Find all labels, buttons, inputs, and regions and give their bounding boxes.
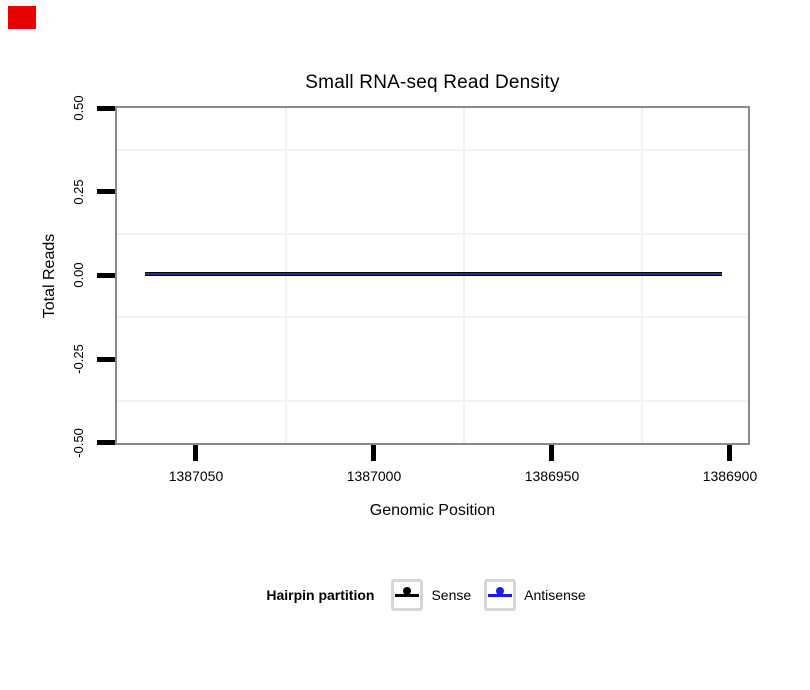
legend-title: Hairpin partition <box>266 587 375 603</box>
x-axis-tick <box>371 445 376 461</box>
x-axis-tick <box>193 445 198 461</box>
y-tick-label: -0.50 <box>71 428 86 458</box>
chart-title: Small RNA-seq Read Density <box>305 72 560 93</box>
legend: Hairpin partition Sense Antisense <box>115 574 750 616</box>
sense-line-icon <box>395 593 420 597</box>
red-corner-marker <box>8 6 36 29</box>
y-axis-title: Total Reads <box>41 233 58 319</box>
gridline-horizontal <box>117 400 748 402</box>
legend-key-antisense <box>484 579 517 611</box>
y-axis-tick <box>97 357 115 362</box>
x-tick-label: 1386950 <box>524 468 580 484</box>
x-axis-title: Genomic Position <box>369 502 496 519</box>
x-tick-label: 1387050 <box>168 468 224 484</box>
y-axis-tick <box>97 440 115 445</box>
y-tick-label: 0.50 <box>71 95 86 121</box>
legend-key-sense <box>391 579 424 611</box>
antisense-point-icon <box>496 587 505 595</box>
legend-label-sense: Sense <box>431 587 472 603</box>
gridline-horizontal <box>117 149 748 151</box>
y-axis-tick <box>97 273 115 278</box>
antisense-line-icon <box>488 593 513 597</box>
series-line-sense <box>145 272 722 276</box>
plot-panel <box>115 106 750 445</box>
x-axis-tick <box>727 445 732 461</box>
x-tick-label: 1386900 <box>702 468 758 484</box>
y-axis-tick <box>97 106 115 111</box>
series-line-antisense <box>145 273 722 275</box>
y-tick-label: -0.25 <box>71 344 86 374</box>
gridline-horizontal <box>117 233 748 235</box>
sense-point-icon <box>403 587 412 595</box>
x-axis-tick <box>549 445 554 461</box>
y-tick-label: 0.00 <box>71 262 86 288</box>
y-axis-tick <box>97 189 115 194</box>
gridline-horizontal <box>117 316 748 318</box>
x-tick-label: 1387000 <box>346 468 402 484</box>
y-tick-label: 0.25 <box>71 179 86 205</box>
legend-label-antisense: Antisense <box>524 587 586 603</box>
